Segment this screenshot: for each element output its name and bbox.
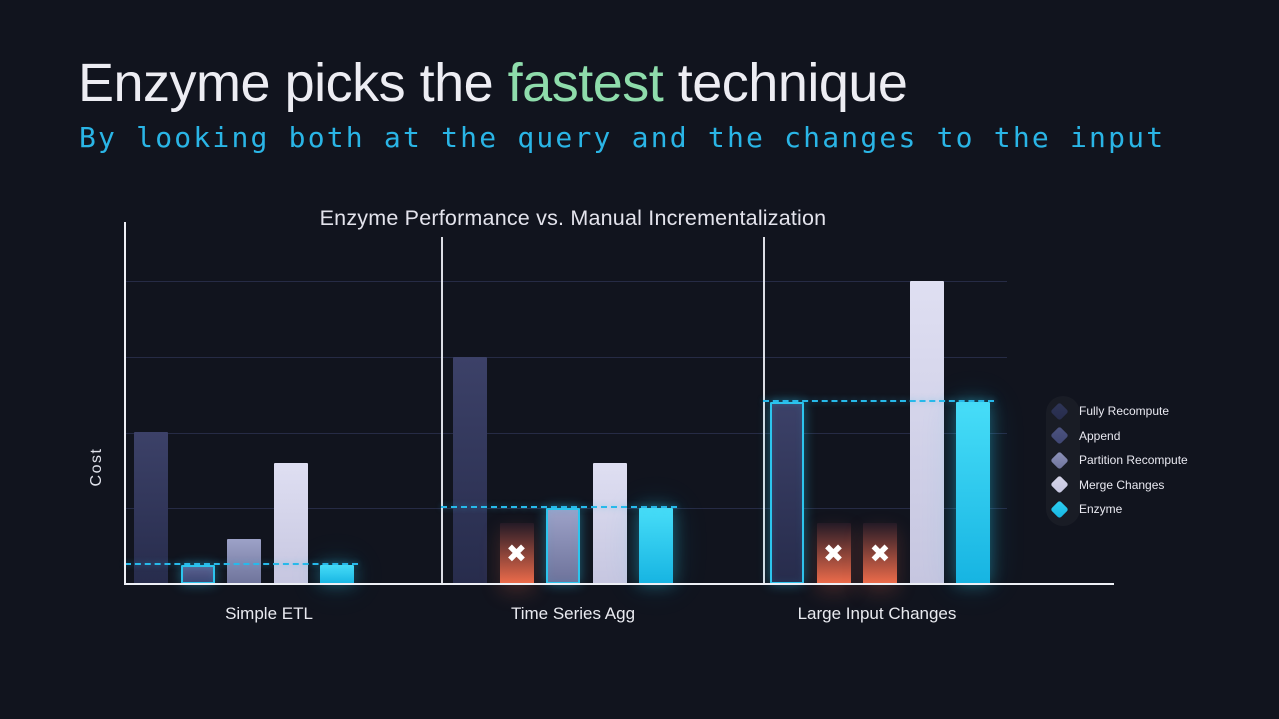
bar-partition-recompute-large-input-changes: ✖ — [863, 523, 897, 584]
slide-title: Enzyme picks the fastest technique — [78, 52, 908, 114]
legend-swatch-fully-recompute-icon — [1050, 402, 1069, 421]
legend-item-label: Enzyme — [1079, 502, 1123, 517]
gridline — [126, 432, 1007, 434]
legend-swatch-append-icon — [1050, 426, 1069, 445]
x-mark-icon: ✖ — [506, 539, 527, 568]
legend-item-label: Merge Changes — [1079, 477, 1165, 492]
enzyme-cost-dashline — [441, 506, 677, 508]
legend-swatch-enzyme-icon — [1050, 500, 1069, 519]
bar-enzyme-simple-etl — [320, 565, 354, 584]
group-separator — [763, 237, 765, 583]
bar-merge-changes-simple-etl — [273, 463, 308, 584]
gridline — [126, 356, 1007, 358]
bar-append-large-input-changes: ✖ — [816, 523, 851, 584]
bar-enzyme-time-series-agg — [639, 508, 673, 584]
enzyme-cost-dashline — [763, 400, 994, 402]
bar-append-time-series-agg: ✖ — [499, 523, 534, 584]
legend-item-merge-changes: Merge Changes — [1050, 473, 1188, 498]
bar-fully-recompute-time-series-agg — [453, 357, 487, 584]
x-axis-line — [124, 583, 1114, 585]
bar-fully-recompute-large-input-changes — [770, 402, 804, 584]
x-mark-icon: ✖ — [823, 539, 844, 568]
y-axis-label: Cost — [88, 447, 105, 487]
legend-item-enzyme: Enzyme — [1050, 497, 1188, 522]
slide-subtitle: By looking both at the query and the cha… — [79, 121, 1166, 154]
slide-title-suffix: technique — [663, 53, 908, 113]
legend-item-fully-recompute: Fully Recompute — [1050, 399, 1188, 424]
bar-append-simple-etl — [180, 565, 215, 584]
bar-partition-recompute-time-series-agg — [546, 508, 580, 584]
x-axis-category-label: Large Input Changes — [797, 604, 957, 623]
bar-merge-changes-time-series-agg — [592, 463, 627, 584]
bar-merge-changes-large-input-changes — [909, 281, 944, 584]
enzyme-cost-dashline — [125, 563, 358, 565]
x-mark-icon: ✖ — [869, 539, 891, 568]
bar-partition-recompute-simple-etl — [227, 539, 261, 584]
legend-swatch-partition-recompute-icon — [1050, 451, 1069, 470]
slide-title-highlight: fastest — [507, 53, 664, 113]
legend-item-label: Append — [1079, 428, 1121, 443]
legend-item-label: Partition Recompute — [1079, 453, 1188, 468]
group-separator — [441, 237, 443, 583]
y-axis-line — [124, 222, 126, 585]
slide-title-prefix: Enzyme picks the — [78, 53, 508, 113]
legend-item-label: Fully Recompute — [1079, 404, 1170, 419]
gridline — [126, 281, 1007, 282]
chart-title: Enzyme Performance vs. Manual Incrementa… — [319, 206, 827, 230]
legend-item-append: Append — [1050, 424, 1188, 449]
bar-fully-recompute-simple-etl — [134, 432, 168, 584]
legend-swatch-merge-changes-icon — [1050, 475, 1069, 494]
x-axis-category-label: Time Series Agg — [510, 604, 636, 623]
x-axis-category-label: Simple ETL — [225, 604, 313, 623]
bar-enzyme-large-input-changes — [956, 402, 990, 584]
legend-item-partition-recompute: Partition Recompute — [1050, 448, 1188, 473]
legend: Fully Recompute Append Partition Recompute… — [1050, 399, 1188, 522]
